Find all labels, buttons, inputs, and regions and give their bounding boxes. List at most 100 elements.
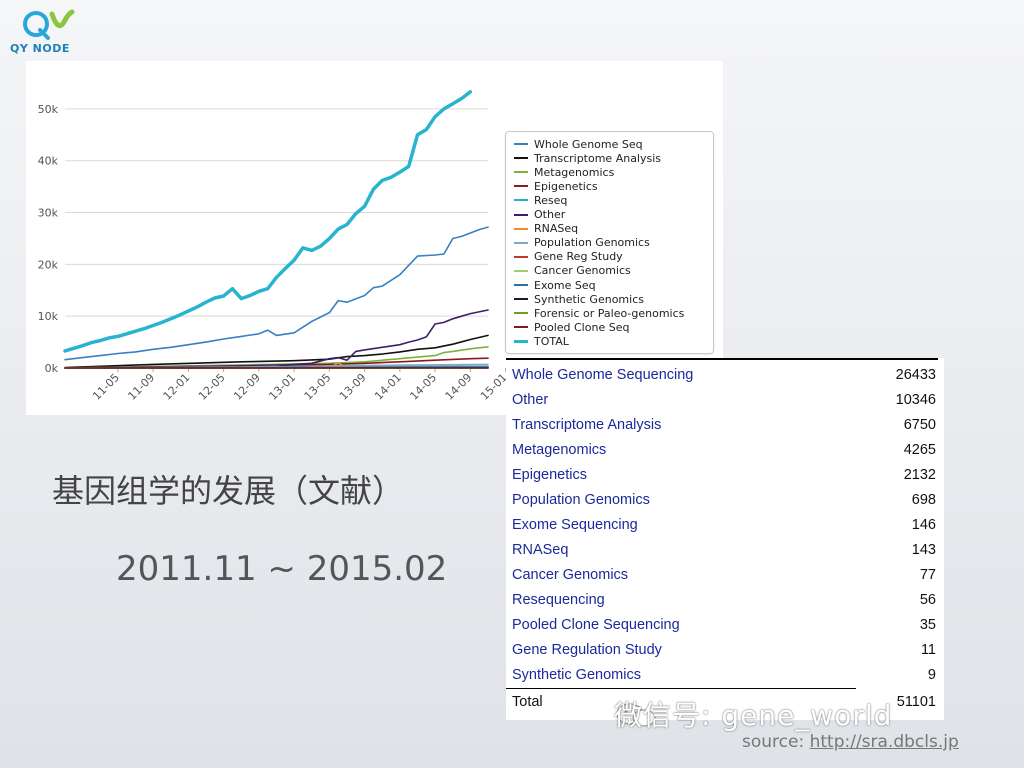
legend-label: Synthetic Genomics	[534, 292, 644, 306]
table-row-value: 4265	[903, 442, 936, 458]
table-row-name[interactable]: Synthetic Genomics	[512, 667, 641, 683]
table-row-value: 2132	[903, 467, 936, 483]
table-row: Epigenetics 2132	[512, 464, 936, 489]
table-row-name[interactable]: Other	[512, 392, 549, 408]
table-top-rule	[506, 358, 938, 360]
legend-label: Exome Seq	[534, 278, 596, 292]
legend-swatch	[514, 143, 528, 145]
slide-title: 基因组学的发展（文献）	[52, 472, 405, 510]
date-range: 2011.11 ~ 2015.02	[116, 549, 448, 589]
series-line	[64, 309, 489, 369]
table-row: Gene Regulation Study 11	[512, 639, 936, 664]
legend-label: Reseq	[534, 193, 568, 207]
legend-swatch	[514, 227, 528, 230]
total-label: Total	[512, 694, 543, 710]
x-tick-label: 14-01	[372, 371, 404, 403]
chart-legend: Whole Genome Seq Transcriptome Analysis Me…	[505, 131, 714, 354]
legend-swatch	[514, 171, 528, 174]
series-line	[63, 90, 473, 353]
legend-label: Transcriptome Analysis	[534, 151, 662, 165]
x-tick-label: 13-09	[337, 371, 369, 403]
table-row-name[interactable]: Transcriptome Analysis	[512, 417, 662, 433]
table-row: Population Genomics 698	[512, 489, 936, 514]
legend-item[interactable]: Reseq	[514, 193, 567, 207]
legend-item[interactable]: RNASeq	[514, 222, 578, 236]
legend-swatch	[514, 298, 528, 301]
wechat-watermark: 微信号: gene_world	[614, 699, 893, 732]
legend-swatch	[514, 269, 528, 272]
legend-label: Whole Genome Seq	[534, 137, 643, 151]
table-row-value: 698	[911, 492, 936, 508]
y-tick-label: 0k	[45, 362, 59, 375]
category-table: Whole Genome Sequencing 26433 Other 10346 Tr…	[506, 358, 944, 720]
x-tick-label: 13-05	[302, 371, 334, 403]
legend-swatch	[514, 199, 528, 202]
legend-label: Pooled Clone Seq	[534, 320, 630, 334]
table-total-rule	[506, 688, 856, 689]
legend-item[interactable]: Transcriptome Analysis	[514, 151, 661, 165]
x-tick-label: 12-09	[231, 371, 263, 403]
table-row-name[interactable]: Whole Genome Sequencing	[512, 367, 694, 383]
legend-label: Gene Reg Study	[534, 250, 623, 264]
table-row: Other 10346	[512, 389, 936, 414]
x-tick-label: 12-01	[161, 371, 193, 403]
source-link[interactable]: http://sra.dbcls.jp	[809, 732, 959, 752]
legend-item[interactable]: Whole Genome Seq	[514, 137, 643, 151]
table-row-name[interactable]: Metagenomics	[512, 442, 607, 458]
legend-swatch	[514, 339, 528, 343]
table-row-value: 9	[927, 667, 936, 683]
series-line	[64, 226, 489, 361]
logo-text: QY NODE	[10, 42, 70, 55]
legend-item[interactable]: Metagenomics	[514, 165, 614, 179]
x-tick-label: 11-05	[90, 371, 122, 403]
legend-label: RNASeq	[534, 222, 579, 236]
table-row-value: 146	[911, 517, 936, 533]
table-row: Transcriptome Analysis 6750	[512, 414, 936, 439]
legend-label: Epigenetics	[534, 179, 598, 193]
table-row-name[interactable]: Resequencing	[512, 592, 605, 608]
table-total-row: Total 51101	[512, 691, 936, 716]
legend-swatch	[514, 157, 528, 160]
table-row: Resequencing 56	[512, 589, 936, 614]
legend-item[interactable]: Gene Reg Study	[514, 250, 623, 264]
table-row-name[interactable]: RNASeq	[512, 542, 569, 558]
series-line	[64, 346, 489, 369]
table-row-value: 6750	[903, 417, 936, 433]
legend-label: Metagenomics	[534, 165, 615, 179]
table-row: Cancer Genomics 77	[512, 564, 936, 589]
table-row-name[interactable]: Gene Regulation Study	[512, 642, 662, 658]
legend-label: Forensic or Paleo-genomics	[534, 306, 685, 320]
x-tick-label: 14-05	[407, 371, 439, 403]
table-row-name[interactable]: Cancer Genomics	[512, 567, 629, 583]
legend-swatch	[514, 213, 528, 216]
legend-label: Cancer Genomics	[534, 264, 631, 278]
y-tick-label: 10k	[38, 310, 59, 323]
table-row-name[interactable]: Population Genomics	[512, 492, 650, 508]
legend-item[interactable]: Exome Seq	[514, 278, 596, 292]
legend-swatch	[514, 284, 528, 286]
legend-label: Population Genomics	[534, 236, 650, 250]
legend-label: TOTAL	[534, 334, 569, 348]
legend-item[interactable]: Population Genomics	[514, 236, 650, 250]
table-row-value: 10346	[895, 392, 936, 408]
legend-item[interactable]: Epigenetics	[514, 179, 598, 193]
legend-item[interactable]: Pooled Clone Seq	[514, 320, 629, 334]
legend-item[interactable]: TOTAL	[514, 334, 569, 348]
legend-swatch	[514, 312, 528, 315]
x-tick-label: 13-01	[266, 371, 298, 403]
table-row: Metagenomics 4265	[512, 439, 936, 464]
legend-item[interactable]: Cancer Genomics	[514, 264, 631, 278]
y-tick-label: 20k	[38, 258, 59, 271]
table-row-value: 35	[919, 617, 936, 633]
x-tick-label: 14-09	[443, 371, 475, 403]
legend-item[interactable]: Synthetic Genomics	[514, 292, 644, 306]
table-row-name[interactable]: Pooled Clone Sequencing	[512, 617, 680, 633]
legend-item[interactable]: Forensic or Paleo-genomics	[514, 306, 684, 320]
table-row: Synthetic Genomics 9	[512, 664, 936, 689]
table-row-name[interactable]: Epigenetics	[512, 467, 587, 483]
table-row-name[interactable]: Exome Sequencing	[512, 517, 638, 533]
qy-node-logo: QY NODE	[8, 8, 88, 58]
legend-item[interactable]: Other	[514, 208, 565, 222]
legend-swatch	[514, 326, 528, 329]
legend-label: Other	[534, 208, 566, 221]
